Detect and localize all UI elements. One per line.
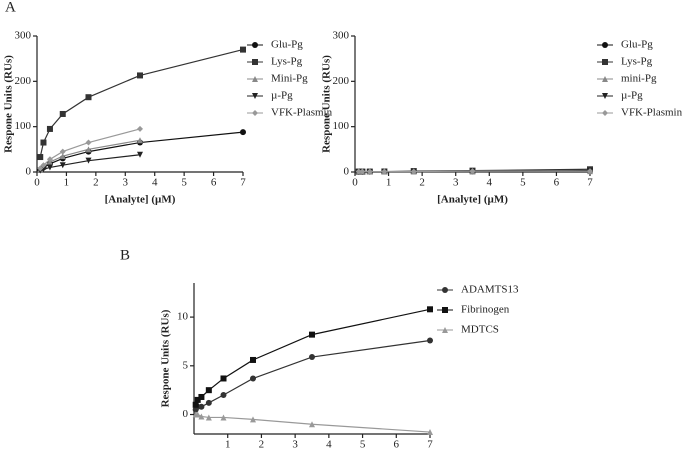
point — [206, 387, 212, 393]
point — [427, 337, 433, 343]
panel-label: B — [120, 247, 130, 263]
x-tick-label: 6 — [394, 439, 400, 451]
legend-marker — [602, 59, 608, 65]
point — [250, 357, 256, 363]
x-tick-label: 5 — [520, 177, 526, 189]
point — [37, 154, 43, 160]
y-tick-label: 0 — [183, 408, 189, 420]
y-tick-label: 200 — [333, 75, 350, 87]
x-tick-label: 6 — [554, 177, 560, 189]
x-tick-label: 7 — [240, 177, 246, 189]
point — [86, 140, 92, 146]
x-tick-label: 1 — [225, 439, 231, 451]
y-axis-label: Respone Units (RUs) — [160, 309, 172, 407]
legend-marker — [442, 307, 448, 313]
x-tick-label: 4 — [487, 177, 493, 189]
legend-label: Fibrinogen — [461, 304, 510, 316]
x-tick-label: 2 — [93, 177, 99, 189]
x-tick-label: 5 — [360, 439, 366, 451]
legend-label: VFK-Plasmin — [621, 107, 683, 119]
legend-label: Glu-Pg — [271, 39, 303, 51]
x-tick-label: 7 — [587, 177, 593, 189]
point — [86, 94, 92, 100]
point — [47, 126, 53, 132]
series-line — [40, 155, 140, 171]
x-tick-label: 3 — [453, 177, 459, 189]
point — [60, 111, 66, 117]
point — [221, 375, 227, 381]
legend-label: µ-Pg — [621, 90, 643, 102]
x-tick-label: 1 — [386, 177, 392, 189]
x-tick-label: 0 — [34, 177, 40, 189]
y-tick-label: 10 — [177, 311, 189, 323]
point — [250, 375, 256, 381]
series-line — [196, 340, 430, 409]
x-axis-label: [Analyte] (µM) — [437, 194, 508, 206]
legend-label: Lys-Pg — [621, 56, 653, 68]
legend-label: MDTCS — [461, 324, 499, 336]
x-tick-label: 2 — [419, 177, 425, 189]
x-tick-label: 1 — [64, 177, 70, 189]
point — [198, 394, 204, 400]
legend-label: ADAMTS13 — [461, 284, 519, 296]
point — [240, 47, 246, 53]
point — [240, 129, 246, 135]
y-tick-label: 5 — [183, 359, 189, 371]
x-tick-label: 6 — [211, 177, 217, 189]
point — [137, 126, 143, 132]
legend-label: µ-Pg — [271, 90, 293, 102]
legend-label: Lys-Pg — [271, 56, 303, 68]
legend-marker — [442, 287, 448, 293]
y-tick-label: 100 — [333, 120, 350, 132]
x-tick-label: 7 — [427, 439, 433, 451]
y-tick-label: 300 — [333, 30, 350, 42]
legend-label: Glu-Pg — [621, 39, 653, 51]
point — [137, 72, 143, 78]
legend-marker — [252, 110, 258, 116]
legend-marker — [252, 59, 258, 65]
point — [309, 354, 315, 360]
legend-marker — [252, 42, 258, 48]
point — [198, 404, 204, 410]
y-axis-label: Respone Units (RUs) — [3, 55, 15, 153]
legend-marker — [602, 42, 608, 48]
x-tick-label: 0 — [352, 177, 358, 189]
y-tick-label: 0 — [26, 166, 32, 178]
legend-marker — [602, 110, 608, 116]
x-tick-label: 5 — [181, 177, 187, 189]
point — [60, 149, 66, 155]
y-tick-label: 200 — [15, 75, 32, 87]
panel-label: A — [5, 0, 16, 15]
point — [206, 400, 212, 406]
x-tick-label: 2 — [259, 439, 265, 451]
x-tick-label: 3 — [292, 439, 298, 451]
legend-label: Mini-Pg — [271, 73, 308, 85]
y-tick-label: 0 — [344, 166, 350, 178]
y-axis-label: Respone Units (RUs) — [321, 55, 333, 153]
y-tick-label: 300 — [15, 30, 32, 42]
y-tick-label: 100 — [15, 120, 32, 132]
point — [309, 332, 315, 338]
legend-label: mini-Pg — [621, 73, 657, 85]
x-axis-label: [Analyte] (µM) — [105, 194, 176, 206]
point — [221, 392, 227, 398]
x-tick-label: 3 — [123, 177, 129, 189]
x-tick-label: 4 — [326, 439, 332, 451]
point — [40, 140, 46, 146]
point — [427, 306, 433, 312]
x-tick-label: 4 — [152, 177, 158, 189]
